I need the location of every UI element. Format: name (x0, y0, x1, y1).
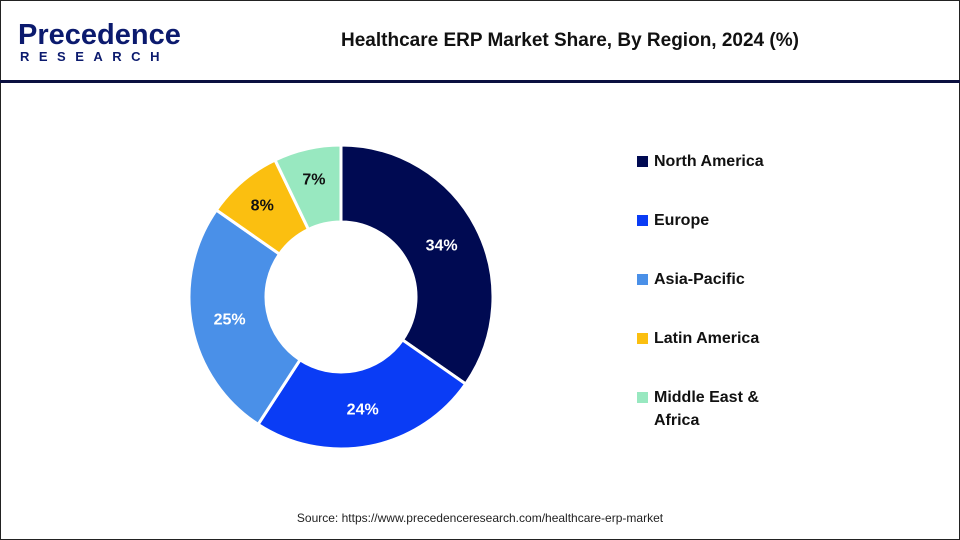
legend-swatch (637, 392, 648, 403)
logo-text: Precedence (18, 19, 181, 51)
legend-item: Asia-Pacific (637, 268, 797, 291)
legend-swatch (637, 215, 648, 226)
legend-swatch (637, 333, 648, 344)
legend-swatch (637, 156, 648, 167)
data-label: 34% (426, 238, 458, 255)
slice-europe (256, 337, 468, 451)
legend-label: Asia-Pacific (654, 271, 745, 288)
legend-item: Middle East & Africa (637, 386, 797, 432)
slice-asia-pacific (187, 207, 303, 427)
legend-label: Middle East & Africa (654, 389, 759, 429)
data-label: 7% (302, 172, 325, 189)
header: Precedence RESEARCH Healthcare ERP Marke… (0, 0, 960, 83)
slice-middle-east-africa (273, 143, 343, 232)
data-label: 25% (214, 312, 246, 329)
legend-label: Latin America (654, 330, 760, 347)
chart-title: Healthcare ERP Market Share, By Region, … (341, 30, 799, 51)
legend-item: North America (637, 150, 797, 173)
legend-label: Europe (654, 212, 710, 229)
legend-item: Latin America (637, 327, 797, 350)
legend-label: North America (654, 153, 764, 170)
logo-subtext: RESEARCH (20, 49, 169, 64)
logo: Precedence RESEARCH (18, 20, 181, 64)
data-label: 8% (251, 197, 274, 214)
source-text: Source: https://www.precedenceresearch.c… (296, 511, 664, 525)
data-label: 24% (347, 401, 379, 418)
slice-north-america (339, 143, 495, 387)
legend-swatch (637, 274, 648, 285)
legend-item: Europe (637, 209, 797, 232)
